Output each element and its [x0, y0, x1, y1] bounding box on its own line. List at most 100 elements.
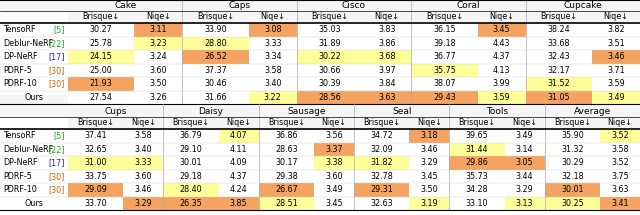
- Text: [17]: [17]: [49, 158, 65, 167]
- Text: 3.99: 3.99: [493, 79, 511, 88]
- Bar: [412, 0, 525, 11]
- Text: 26.52: 26.52: [204, 52, 227, 61]
- Text: 3.49: 3.49: [325, 185, 343, 194]
- Text: 3.49: 3.49: [516, 131, 534, 140]
- Bar: [504, 197, 545, 210]
- Bar: [163, 183, 219, 197]
- Text: Average: Average: [573, 107, 611, 116]
- Bar: [68, 0, 182, 11]
- Text: 31.52: 31.52: [547, 79, 570, 88]
- Text: 3.83: 3.83: [378, 25, 396, 34]
- Text: 32.65: 32.65: [84, 145, 107, 154]
- Bar: [134, 11, 182, 22]
- Text: [22]: [22]: [49, 145, 65, 154]
- Text: Ours: Ours: [24, 199, 44, 208]
- Text: 30.46: 30.46: [204, 79, 227, 88]
- Bar: [314, 156, 354, 169]
- Bar: [297, 11, 363, 22]
- Bar: [525, 77, 592, 91]
- Bar: [504, 156, 545, 169]
- Bar: [354, 117, 410, 128]
- Text: Brisque↓: Brisque↓: [426, 12, 463, 21]
- Text: 3.71: 3.71: [607, 66, 625, 75]
- Text: 3.23: 3.23: [150, 39, 167, 48]
- Text: Brisque↓: Brisque↓: [83, 12, 120, 21]
- Text: Seal: Seal: [392, 107, 412, 116]
- Text: 4.13: 4.13: [493, 66, 510, 75]
- Bar: [249, 91, 297, 104]
- Text: 3.37: 3.37: [325, 145, 343, 154]
- Text: 26.35: 26.35: [180, 199, 202, 208]
- Text: 30.01: 30.01: [180, 158, 202, 167]
- Bar: [504, 117, 545, 128]
- Bar: [314, 117, 354, 128]
- Text: 3.45: 3.45: [493, 25, 510, 34]
- Text: Niqe↓: Niqe↓: [489, 12, 514, 21]
- Text: 32.43: 32.43: [547, 52, 570, 61]
- Text: 31.44: 31.44: [466, 145, 488, 154]
- Bar: [182, 0, 297, 11]
- Bar: [124, 117, 163, 128]
- Bar: [163, 117, 219, 128]
- Text: 39.18: 39.18: [433, 39, 456, 48]
- Text: 4.43: 4.43: [493, 39, 510, 48]
- Text: 32.17: 32.17: [547, 66, 570, 75]
- Bar: [449, 143, 504, 156]
- Bar: [68, 50, 134, 63]
- Bar: [182, 37, 249, 50]
- Bar: [545, 197, 600, 210]
- Text: 31.05: 31.05: [547, 93, 570, 102]
- Text: 3.59: 3.59: [607, 79, 625, 88]
- Bar: [525, 0, 640, 11]
- Text: 3.50: 3.50: [420, 185, 438, 194]
- Text: 3.51: 3.51: [607, 39, 625, 48]
- Text: 29.10: 29.10: [180, 145, 202, 154]
- Text: DP-NeRF: DP-NeRF: [3, 158, 38, 167]
- Text: 3.29: 3.29: [516, 185, 534, 194]
- Bar: [600, 129, 640, 143]
- Text: Ours: Ours: [24, 93, 44, 102]
- Bar: [545, 117, 600, 128]
- Text: 4.07: 4.07: [230, 131, 248, 140]
- Text: Deblur-NeRF: Deblur-NeRF: [3, 39, 53, 48]
- Text: Tools: Tools: [486, 107, 508, 116]
- Text: 29.31: 29.31: [371, 185, 393, 194]
- Text: 28.80: 28.80: [204, 39, 227, 48]
- Text: 31.00: 31.00: [84, 158, 107, 167]
- Text: 30.27: 30.27: [90, 25, 113, 34]
- Text: TensoRF: TensoRF: [3, 131, 35, 140]
- Text: 3.50: 3.50: [150, 79, 167, 88]
- Text: 33.68: 33.68: [548, 39, 570, 48]
- Text: 36.79: 36.79: [180, 131, 202, 140]
- Text: DP-NeRF: DP-NeRF: [3, 52, 38, 61]
- Text: 3.11: 3.11: [150, 25, 167, 34]
- Bar: [219, 129, 259, 143]
- Text: 35.75: 35.75: [433, 66, 456, 75]
- Text: 3.82: 3.82: [607, 25, 625, 34]
- Text: 33.10: 33.10: [466, 199, 488, 208]
- Text: 31.32: 31.32: [561, 145, 584, 154]
- Text: 38.07: 38.07: [433, 79, 456, 88]
- Bar: [259, 117, 314, 128]
- Bar: [449, 156, 504, 169]
- Text: 25.00: 25.00: [90, 66, 113, 75]
- Text: 4.37: 4.37: [493, 52, 510, 61]
- Text: 33.75: 33.75: [84, 172, 107, 181]
- Text: 3.63: 3.63: [611, 185, 628, 194]
- Bar: [314, 143, 354, 156]
- Text: 3.40: 3.40: [264, 79, 282, 88]
- Text: 29.09: 29.09: [84, 185, 107, 194]
- Text: 3.33: 3.33: [134, 158, 152, 167]
- Text: 32.18: 32.18: [561, 172, 584, 181]
- Text: 3.60: 3.60: [134, 172, 152, 181]
- Text: 3.33: 3.33: [264, 39, 282, 48]
- Text: 3.26: 3.26: [150, 93, 167, 102]
- Text: 30.66: 30.66: [319, 66, 341, 75]
- Text: 3.13: 3.13: [516, 199, 533, 208]
- Text: 35.90: 35.90: [561, 131, 584, 140]
- Text: 28.51: 28.51: [275, 199, 298, 208]
- Bar: [410, 117, 449, 128]
- Text: Daisy: Daisy: [198, 107, 223, 116]
- Bar: [410, 129, 449, 143]
- Bar: [363, 91, 412, 104]
